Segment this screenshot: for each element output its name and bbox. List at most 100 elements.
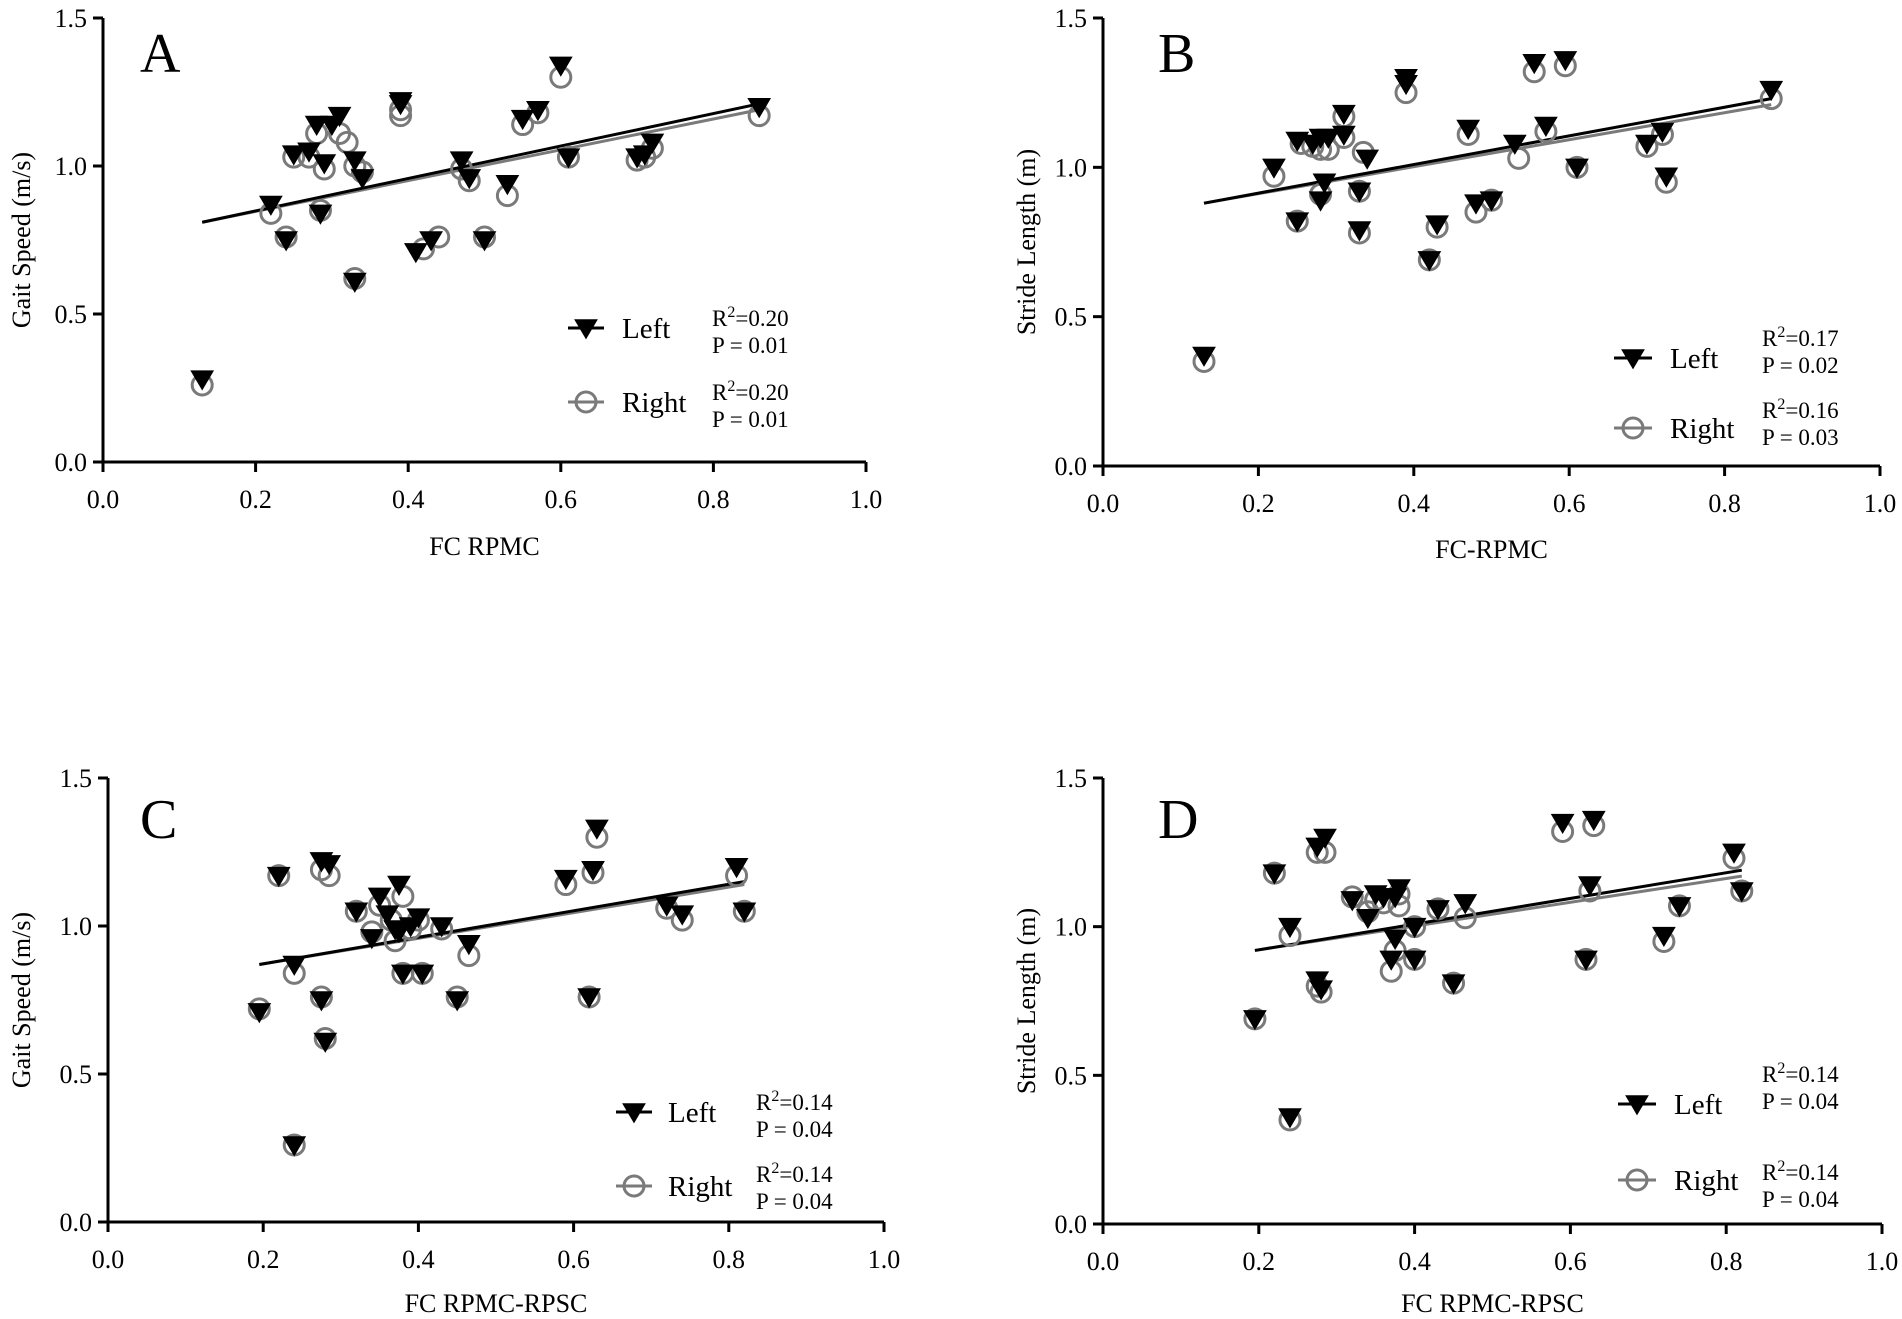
- data-point-left: [1308, 191, 1333, 212]
- data-point-left: [548, 56, 573, 77]
- legend-label-right: Right: [1674, 1165, 1738, 1197]
- y-tick-label: 0.5: [1055, 303, 1088, 332]
- legend-label-left: Left: [1670, 343, 1718, 375]
- superscript-two: 2: [1777, 1060, 1785, 1077]
- data-point-left: [456, 935, 481, 956]
- data-point-left: [1722, 843, 1746, 864]
- data-point-left: [1456, 119, 1481, 140]
- data-point-left: [406, 908, 431, 929]
- superscript-two: 2: [1777, 1158, 1785, 1175]
- data-point-left: [1425, 215, 1449, 236]
- data-point-left: [359, 929, 384, 950]
- panel-letter: B: [1158, 23, 1195, 85]
- x-axis-title: FC RPMC-RPSC: [1401, 1289, 1584, 1318]
- r-squared-prefix: R: [1762, 1062, 1778, 1087]
- legend-label-left: Left: [668, 1097, 716, 1129]
- data-point-left: [1667, 897, 1692, 918]
- data-point-left: [1453, 894, 1478, 915]
- x-tick-label: 0.0: [92, 1245, 125, 1274]
- superscript-two: 2: [727, 304, 735, 321]
- data-point-left: [410, 964, 435, 985]
- x-tick-label: 0.2: [239, 485, 272, 514]
- r-squared-prefix: R: [1762, 1160, 1778, 1185]
- legend-label-left: Left: [622, 313, 670, 345]
- data-point-left: [1578, 876, 1602, 897]
- data-point-left: [581, 861, 605, 882]
- data-point-left: [1278, 1108, 1302, 1129]
- r-squared-value: =0.14: [1785, 1062, 1839, 1087]
- data-point-left: [622, 1103, 646, 1124]
- data-point-left: [1621, 349, 1645, 370]
- data-point-left: [308, 204, 333, 225]
- data-point-left: [632, 145, 657, 166]
- superscript-two: 2: [771, 1088, 779, 1105]
- data-point-left: [1312, 173, 1337, 194]
- x-tick-label: 1.0: [850, 485, 883, 514]
- data-point-left: [1502, 134, 1527, 155]
- data-point-left: [1550, 813, 1575, 835]
- data-point-right: [574, 390, 598, 414]
- r-squared-text: R2=0.14: [1762, 1158, 1839, 1185]
- r-squared-value: =0.14: [779, 1090, 833, 1115]
- legend-label-right: Right: [668, 1171, 732, 1203]
- x-tick-label: 0.8: [1710, 1247, 1743, 1276]
- data-point-left: [577, 988, 601, 1009]
- panel-b: 0.0 0.2 0.4 0.6 0.8 1.0 0.0 0.5 1.0 1.5 FC-RPMC Str…: [1012, 4, 1896, 564]
- data-point-left: [1192, 346, 1216, 367]
- data-point-left: [1331, 125, 1356, 146]
- data-point-left: [304, 115, 329, 136]
- y-tick-label: 0.5: [60, 1060, 93, 1089]
- data-point-left: [297, 142, 321, 163]
- data-point-left: [1654, 167, 1679, 188]
- fit-line-left: [201, 102, 760, 224]
- panel-letter: A: [140, 23, 181, 85]
- r-squared-value: =0.20: [735, 306, 788, 331]
- r-squared-prefix: R: [1762, 326, 1778, 351]
- data-point-left: [312, 154, 337, 175]
- x-tick-label: 0.6: [545, 485, 578, 514]
- data-point-left: [553, 869, 578, 891]
- r-squared-text: R2=0.14: [756, 1088, 833, 1115]
- y-tick-label: 1.0: [1055, 153, 1088, 182]
- superscript-two: 2: [771, 1160, 779, 1177]
- p-value-text: P = 0.02: [1762, 353, 1839, 378]
- y-tick-label: 0.0: [1055, 1210, 1088, 1239]
- x-tick-label: 0.2: [1243, 1247, 1276, 1276]
- x-tick-label: 0.6: [557, 1245, 590, 1274]
- data-point-left: [1355, 908, 1380, 930]
- data-point-left: [313, 1032, 338, 1053]
- x-tick-label: 0.4: [1398, 1247, 1431, 1276]
- data-point-left: [282, 1136, 307, 1157]
- y-tick-label: 1.5: [1055, 4, 1088, 33]
- data-point-left: [1417, 251, 1442, 272]
- r-squared-value: =0.16: [1785, 398, 1838, 423]
- panel-c: 0.0 0.2 0.4 0.6 0.8 1.0 0.0 0.5 1.0 1.5 FC RPMC-RP…: [7, 764, 900, 1318]
- data-point-left: [1313, 828, 1337, 849]
- data-point-left: [1347, 221, 1372, 242]
- y-axis-title: Gait Speed (m/s): [7, 912, 36, 1088]
- data-point-left: [457, 169, 482, 190]
- y-tick-label: 1.0: [55, 152, 88, 181]
- r-squared-value: =0.17: [1785, 326, 1838, 351]
- data-point-left: [190, 370, 215, 391]
- r-squared-prefix: R: [712, 306, 728, 331]
- data-point-left: [281, 145, 306, 166]
- data-point-left: [258, 195, 283, 216]
- data-point-left: [1285, 212, 1310, 233]
- data-point-right: [1507, 146, 1531, 170]
- data-point-left: [342, 272, 367, 293]
- data-point-left: [1441, 974, 1466, 995]
- data-point-left: [1635, 134, 1659, 155]
- y-tick-label: 1.5: [55, 4, 88, 33]
- x-axis-title: FC RPMC: [429, 532, 540, 561]
- x-tick-label: 1.0: [868, 1245, 901, 1274]
- r-squared-text: R2=0.16: [1762, 396, 1839, 423]
- p-value-text: P = 0.03: [1762, 425, 1839, 450]
- x-tick-label: 0.0: [1087, 489, 1120, 518]
- y-tick-label: 0.5: [55, 300, 88, 329]
- x-axis-title: FC RPMC-RPSC: [405, 1289, 588, 1318]
- p-value-text: P = 0.01: [712, 333, 789, 358]
- data-point-left: [309, 991, 334, 1012]
- data-point-left: [732, 902, 757, 923]
